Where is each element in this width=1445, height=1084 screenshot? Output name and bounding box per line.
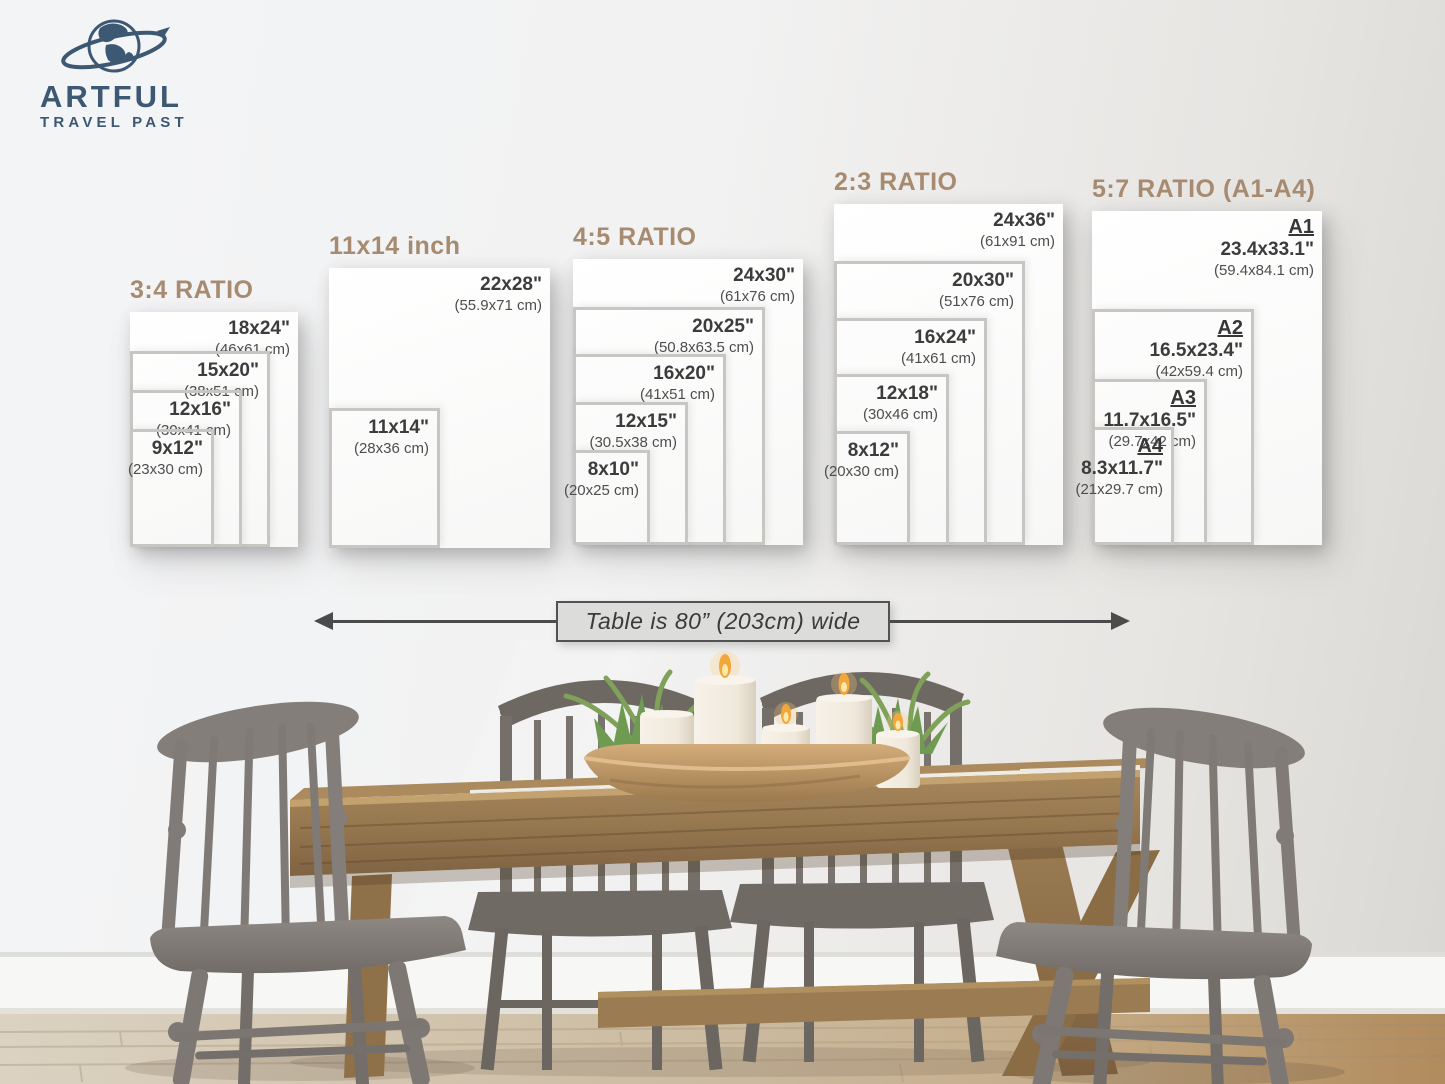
table-width-label: Table is 80” (203cm) wide [556,601,890,642]
panel-title: 4:5 RATIO [573,223,697,251]
wooden-bowl [583,744,911,803]
size-name: A1 [1288,216,1314,238]
size-chart-panel: 5:7 RATIO (A1-A4) A1 23.4x33.1" (59.4x84… [1075,175,1322,545]
size-rect: A4 8.3x11.7" (21x29.7 cm) [1075,427,1174,545]
size-inches: 12x16" [169,399,231,420]
panel-title: 5:7 RATIO (A1-A4) [1092,175,1316,203]
nested-size-rects: A1 23.4x33.1" (59.4x84.1 cm) A2 16.5x23.… [1075,211,1322,545]
size-cm: (23x30 cm) [127,461,203,478]
size-inches: 16x20" [653,363,715,384]
size-chart-panel: 4:5 RATIO 24x30" (61x76 cm) 20x25" (50.8… [564,223,803,545]
size-inches: 8x10" [587,459,639,480]
size-inches: 12x18" [876,383,938,404]
size-cm: (51x76 cm) [938,293,1014,310]
brand-name: ARTFUL [40,79,182,114]
size-inches: 9x12" [151,438,203,459]
chair-left [150,701,466,1084]
size-chart-panel: 3:4 RATIO 18x24" (46x61 cm) 15x20" (38x5… [128,276,298,547]
size-label: 8x12" (20x30 cm) [824,439,899,481]
size-inches: 20x25" [692,316,754,337]
nested-size-rects: 22x28" (55.9x71 cm) 11x14" (28x36 cm) [329,268,550,548]
nested-size-rects: 24x30" (61x76 cm) 20x25" (50.8x63.5 cm) … [564,259,803,545]
size-rect: 8x12" (20x30 cm) [824,431,910,545]
size-inches: 11.7x16.5" [1103,410,1197,431]
size-cm: (21x29.7 cm) [1075,481,1163,498]
size-name: A4 [1137,435,1163,457]
size-inches: 22x28" [480,274,542,295]
size-cm: (59.4x84.1 cm) [1213,262,1314,279]
size-inches: 15x20" [197,360,259,381]
size-cm: (29.7x42 cm) [1108,433,1196,450]
size-label: 11x14" (28x36 cm) [354,416,429,458]
size-name: A3 [1170,387,1196,409]
arrow-left-icon [314,612,333,630]
panel-title: 3:4 RATIO [130,276,254,304]
size-cm: (50.8x63.5 cm) [653,339,754,356]
size-rect: 9x12" (23x30 cm) [128,429,214,547]
brand-tagline: TRAVEL PAST [40,114,188,131]
size-inches: 20x30" [952,270,1014,291]
size-rect: 22x28" (55.9x71 cm) [329,268,550,548]
size-inches: 12x15" [615,411,677,432]
brand-logo: ARTFUL TRAVEL PAST [40,12,188,132]
size-label: A3 11.7x16.5" (29.7x42 cm) [1104,387,1197,451]
size-label: 16x24" (41x61 cm) [901,326,976,368]
size-inches: 16.5x23.4" [1149,340,1243,361]
size-inches: 11x14" [368,417,429,438]
size-inches: 16x24" [914,327,976,348]
size-cm: (20x25 cm) [563,482,639,499]
size-chart-panel: 11x14 inch 22x28" (55.9x71 cm) 11x14" (2… [329,232,550,548]
size-rect: 11x14" (28x36 cm) [329,408,440,548]
size-rect: 8x10" (20x25 cm) [564,450,650,545]
globe-orbit-icon [61,19,170,73]
size-label: 24x36" (61x91 cm) [980,209,1055,251]
size-label: 16x20" (41x51 cm) [640,362,715,404]
size-chart-panel: 2:3 RATIO 24x36" (61x91 cm) 20x30" (51x7… [824,168,1063,545]
size-inches: 18x24" [228,318,290,339]
centerpiece [563,651,971,803]
size-inches: 8x12" [847,440,899,461]
size-cm: (20x30 cm) [823,463,899,480]
size-label: A4 8.3x11.7" (21x29.7 cm) [1075,435,1163,499]
flame-icon [719,654,903,731]
arrow-right-icon [1111,612,1130,630]
size-inches: 8.3x11.7" [1081,458,1163,479]
size-cm: (28x36 cm) [353,440,429,457]
size-inches: 23.4x33.1" [1220,239,1314,260]
size-rect: 24x36" (61x91 cm) [834,204,1063,545]
size-rect: A1 23.4x33.1" (59.4x84.1 cm) [1092,211,1322,545]
size-cm: (41x51 cm) [639,386,715,403]
size-name: A2 [1217,317,1243,339]
size-cm: (41x61 cm) [900,350,976,367]
size-cm: (42x59.4 cm) [1155,363,1243,380]
size-cm: (61x91 cm) [979,233,1055,250]
size-label: A1 23.4x33.1" (59.4x84.1 cm) [1214,216,1314,280]
size-cm: (30.5x38 cm) [589,434,677,451]
size-label: 20x25" (50.8x63.5 cm) [654,315,754,357]
nested-size-rects: 24x36" (61x91 cm) 20x30" (51x76 cm) 16x2… [824,204,1063,545]
size-rect: 24x30" (61x76 cm) [573,259,803,545]
size-label: 9x12" (23x30 cm) [128,437,203,479]
size-label: 20x30" (51x76 cm) [939,269,1014,311]
size-label: 22x28" (55.9x71 cm) [454,273,542,315]
size-cm: (55.9x71 cm) [454,297,542,314]
size-label: 12x18" (30x46 cm) [863,382,938,424]
nested-size-rects: 18x24" (46x61 cm) 15x20" (38x51 cm) 12x1… [128,312,298,547]
dining-room-scene [0,640,1445,1084]
size-label: 8x10" (20x25 cm) [564,458,639,500]
panel-title: 11x14 inch [329,232,461,260]
size-cm: (61x76 cm) [719,288,795,305]
size-label: A2 16.5x23.4" (42x59.4 cm) [1149,317,1243,381]
size-label: 24x30" (61x76 cm) [720,264,795,306]
size-inches: 24x30" [733,265,795,286]
size-label: 12x15" (30.5x38 cm) [589,410,677,452]
panel-title: 2:3 RATIO [834,168,958,196]
size-inches: 24x36" [993,210,1055,231]
size-cm: (30x46 cm) [862,406,938,423]
